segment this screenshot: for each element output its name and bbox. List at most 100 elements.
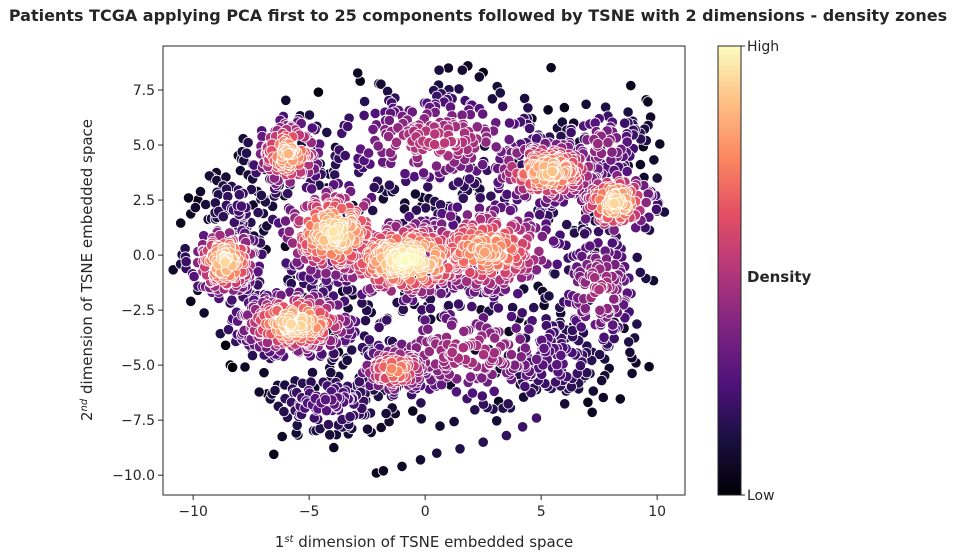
scatter-point xyxy=(219,256,231,268)
y-axis-ticks: −10.0 −7.5 −5.0 −2.5 0.0 2.5 5.0 7.5 xyxy=(112,83,163,484)
scatter-point xyxy=(476,159,489,171)
scatter-point xyxy=(372,140,384,152)
scatter-point xyxy=(505,348,517,361)
scatter-point xyxy=(474,192,486,204)
scatter-point xyxy=(598,331,610,343)
scatter-point xyxy=(518,92,531,105)
scatter-point xyxy=(422,181,434,193)
scatter-point xyxy=(339,150,351,162)
scatter-point xyxy=(415,397,427,409)
scatter-point xyxy=(306,366,319,379)
scatter-point xyxy=(501,188,513,200)
colorbar-low-label: Low xyxy=(747,488,775,504)
scatter-point xyxy=(194,186,207,198)
scatter-point xyxy=(457,192,469,204)
scatter-point xyxy=(625,80,637,92)
scatter-point xyxy=(227,361,239,373)
scatter-point xyxy=(516,421,529,433)
scatter-point xyxy=(282,188,294,200)
scatter-point xyxy=(377,465,389,477)
scatter-point xyxy=(479,246,491,258)
scatter-point xyxy=(522,102,534,114)
scatter-point xyxy=(276,430,288,443)
scatter-point xyxy=(285,318,297,330)
scatter-point xyxy=(328,441,340,454)
plot-frame xyxy=(162,45,686,496)
scatter-point xyxy=(648,154,660,166)
scatter-point xyxy=(233,189,245,201)
scatter-point xyxy=(239,361,251,373)
scatter-point xyxy=(252,207,264,219)
scatter-point xyxy=(253,386,265,398)
scatter-point xyxy=(580,98,592,110)
x-tick-label: 10 xyxy=(648,504,666,520)
scatter-point xyxy=(424,302,436,315)
scatter-point xyxy=(587,385,599,397)
scatter-point xyxy=(283,225,295,238)
scatter-point xyxy=(344,411,356,423)
scatter-point xyxy=(512,288,524,300)
scatter-point xyxy=(582,396,594,408)
scatter-point xyxy=(390,136,403,148)
scatter-point xyxy=(504,204,516,217)
colorbar-title: Density xyxy=(747,268,812,286)
scatter-point xyxy=(543,290,555,302)
scatter-point xyxy=(381,314,393,326)
scatter-point xyxy=(423,345,435,358)
scatter-point xyxy=(452,176,464,188)
scatter-point xyxy=(446,346,458,358)
scatter-point xyxy=(422,323,434,335)
scatter-point xyxy=(510,322,522,334)
scatter-point xyxy=(523,323,535,335)
scatter-point xyxy=(476,390,488,402)
scatter-point xyxy=(445,210,457,222)
scatter-point xyxy=(346,344,358,356)
y-tick-label: 5.0 xyxy=(133,138,155,154)
y-axis-label: 2nd dimension of TSNE embedded space xyxy=(78,119,96,421)
y-tick-label: −10.0 xyxy=(112,468,155,484)
scatter-point xyxy=(306,122,318,134)
scatter-point xyxy=(324,429,336,441)
scatter-point xyxy=(269,384,281,397)
scatter-point xyxy=(516,307,528,319)
scatter-point xyxy=(530,412,543,424)
scatter-point xyxy=(503,133,515,146)
scatter-point xyxy=(494,87,506,99)
scatter-point xyxy=(542,104,554,116)
scatter-point xyxy=(369,107,381,120)
scatter-point xyxy=(434,420,446,432)
scatter-point xyxy=(565,126,577,139)
scatter-point xyxy=(454,443,466,455)
scatter-point xyxy=(580,213,592,225)
scatter-point xyxy=(448,415,460,428)
scatter-point xyxy=(593,284,605,296)
scatter-point xyxy=(464,371,477,383)
scatter-point xyxy=(306,183,318,195)
scatter-point xyxy=(594,304,606,316)
scatter-point xyxy=(352,67,364,79)
scatter-point xyxy=(614,393,626,405)
scatter-point xyxy=(414,454,427,466)
scatter-point xyxy=(584,240,596,252)
scatter-point xyxy=(547,235,560,247)
scatter-point xyxy=(596,374,608,387)
scatter-point xyxy=(477,349,490,361)
scatter-point xyxy=(428,138,441,151)
scatter-point xyxy=(363,334,375,346)
x-tick-label: 0 xyxy=(421,504,430,520)
scatter-point xyxy=(606,146,618,158)
scatter-point xyxy=(466,300,478,313)
scatter-point xyxy=(490,141,502,153)
scatter-point xyxy=(442,299,455,312)
scatter-point xyxy=(279,215,292,227)
y-tick-label: −5.0 xyxy=(121,358,155,374)
scatter-point xyxy=(634,266,646,278)
scatter-point xyxy=(463,173,476,185)
scatter-point xyxy=(406,106,418,118)
scatter-point xyxy=(621,136,633,148)
scatter-point xyxy=(198,307,210,319)
scatter-point xyxy=(608,293,620,305)
scatter-point xyxy=(341,354,353,366)
scatter-point xyxy=(457,342,469,354)
